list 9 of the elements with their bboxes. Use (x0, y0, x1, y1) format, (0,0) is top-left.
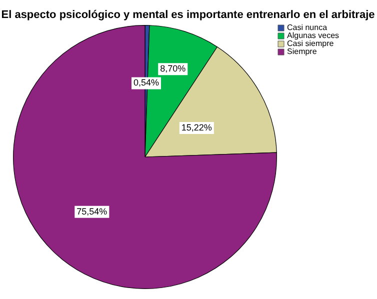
legend-label: Siempre (287, 47, 318, 56)
data-label: 8,70% (160, 64, 186, 74)
data-label: 15,22% (181, 122, 212, 132)
legend-label: Casi siempre (287, 39, 334, 48)
legend-label: Casi nunca (287, 23, 328, 32)
chart-title: El aspecto psicológico y mental es importante entrenarlo en el arbitraje (1, 9, 375, 22)
data-label: 75,54% (76, 206, 108, 216)
legend-label: Algunas veces (287, 31, 340, 40)
data-label: 0,54% (133, 78, 160, 88)
